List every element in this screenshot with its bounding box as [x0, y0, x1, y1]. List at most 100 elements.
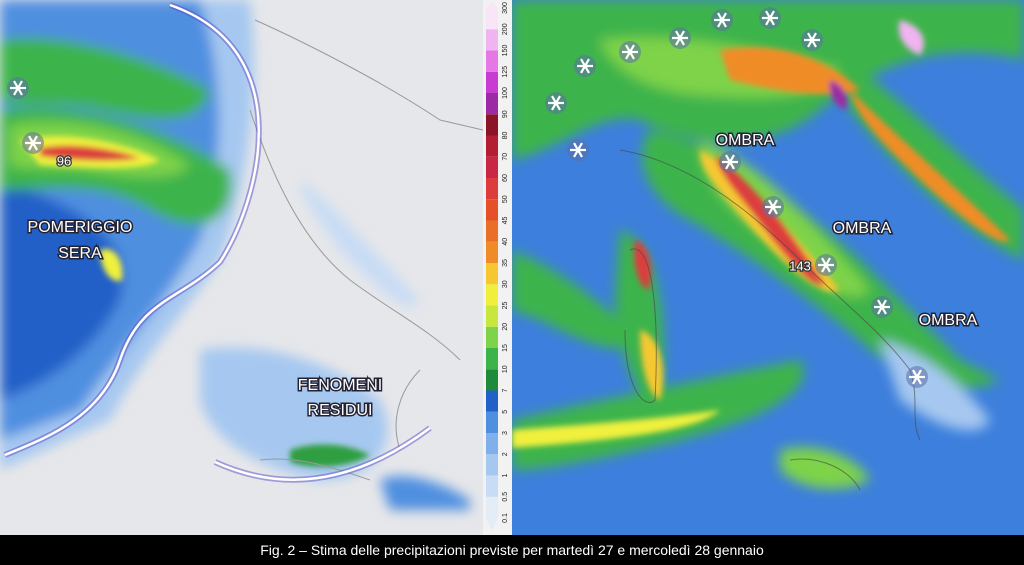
snowflake-core — [30, 140, 36, 146]
colorbar-swatch — [486, 29, 498, 51]
rain-area — [380, 476, 470, 510]
snowflake-core — [767, 15, 773, 21]
colorbar-swatch — [486, 369, 498, 391]
snowflake-core — [15, 85, 21, 91]
colorbar-swatch — [486, 199, 498, 221]
front-line — [214, 426, 431, 481]
colorbar-swatch — [486, 50, 498, 72]
caption: Fig. 2 – Stima delle precipitazioni prev… — [0, 535, 1024, 565]
colorbar-swatch — [486, 156, 498, 178]
rain-core — [829, 80, 847, 110]
rain-area — [512, 250, 640, 349]
colorbar-tick-label: 30 — [502, 280, 509, 288]
snowflake-icon — [815, 254, 837, 276]
snowflake-core — [553, 100, 559, 106]
rain-core — [20, 136, 370, 467]
colorbar-swatch — [486, 348, 498, 370]
colorbar-tick-label: 45 — [502, 217, 509, 225]
colorbar-tick-label: 1 — [502, 473, 509, 477]
colorbar-tick-label: 200 — [502, 23, 509, 35]
snowflake-core — [582, 63, 588, 69]
snowflake-core — [727, 159, 733, 165]
rain-area — [300, 180, 420, 307]
snowflake-core — [770, 204, 776, 210]
colorbar-tick-label: 50 — [502, 195, 509, 203]
colorbar-swatch — [486, 241, 498, 263]
colorbar-tick-label: 15 — [502, 344, 509, 352]
colorbar-tick-label: 60 — [502, 174, 509, 182]
colorbar-swatch — [486, 93, 498, 115]
rain-core — [40, 145, 140, 161]
colorbar-tick-label: 0.1 — [502, 513, 509, 523]
rain-area — [780, 447, 870, 489]
colorbar-tick-label: 100 — [502, 87, 509, 99]
snowflake-icon — [906, 366, 928, 388]
snowflake-icon — [762, 196, 784, 218]
map-label: FENOMENI — [298, 377, 382, 394]
rain-core — [898, 20, 924, 55]
colorbar-swatch — [486, 411, 498, 433]
maps: 0.10.51235710152025303540455060708090100… — [0, 0, 1024, 535]
colorbar-swatch — [486, 475, 498, 497]
snowflake-core — [914, 374, 920, 380]
colorbar-tick-label: 70 — [502, 153, 509, 161]
snowflake-core — [823, 262, 829, 268]
snowflake-icon — [22, 132, 44, 154]
snowflake-icon — [619, 41, 641, 63]
colorbar-tick-label: 35 — [502, 259, 509, 267]
colorbar-tick-label: 10 — [502, 365, 509, 373]
rain-core — [512, 20, 1010, 448]
snowflake-icon — [669, 27, 691, 49]
rain-area — [0, 180, 124, 400]
snowflake-core — [809, 37, 815, 43]
snowflake-icon — [719, 151, 741, 173]
colorbar-swatch — [486, 263, 498, 285]
map-label: OMBRA — [716, 132, 775, 149]
map-label: RESIDUI — [308, 402, 373, 419]
snowflake-core — [719, 17, 725, 23]
coastline — [619, 149, 921, 491]
snowflake-core — [879, 304, 885, 310]
rain-core — [290, 444, 370, 467]
colorbar-tick-label: 7 — [502, 388, 509, 392]
map-label: SERA — [58, 245, 102, 262]
rain-core — [850, 90, 1010, 242]
colorbar: 0.10.51235710152025303540455060708090100… — [483, 0, 512, 535]
snowflake-icon — [801, 29, 823, 51]
right-map — [512, 0, 1024, 535]
colorbar-tick-label: 2 — [502, 452, 509, 456]
map-label: POMERIGGIO — [28, 219, 133, 236]
map-label: OMBRA — [833, 220, 892, 237]
snowflake-core — [627, 49, 633, 55]
colorbar-tick-label: 125 — [502, 66, 509, 78]
colorbar-tick-label: 40 — [502, 238, 509, 246]
rain-core — [512, 410, 720, 448]
colorbar-tip — [486, 1, 498, 8]
snowflake-core — [677, 35, 683, 41]
colorbar-tick-label: 20 — [502, 323, 509, 331]
left-map — [0, 0, 483, 535]
colorbar-swatch — [486, 220, 498, 242]
rain-area — [0, 38, 210, 119]
colorbar-swatch — [486, 305, 498, 327]
colorbar-tick-label: 25 — [502, 302, 509, 310]
colorbar-swatch — [486, 8, 498, 30]
rain-area — [512, 360, 804, 470]
colorbar-tick-label: 80 — [502, 132, 509, 140]
colorbar-swatch — [486, 390, 498, 412]
colorbar-swatch — [486, 454, 498, 476]
snowflake-icon — [545, 92, 567, 114]
coastline — [249, 19, 483, 481]
colorbar-tick-label: 150 — [502, 45, 509, 57]
max-value-label: 143 — [789, 258, 811, 273]
rain-core — [100, 248, 123, 281]
snowflake-icon — [7, 77, 29, 99]
snowflake-icon — [574, 55, 596, 77]
map-label: OMBRA — [919, 312, 978, 329]
rain-area — [880, 340, 990, 431]
colorbar-swatch — [486, 178, 498, 200]
front-line — [4, 3, 260, 457]
max-value-label: 96 — [57, 153, 71, 168]
overlay: POMERIGGIO SERA FENOMENI RESIDUI 96 OMBRA OMBR… — [7, 7, 979, 421]
